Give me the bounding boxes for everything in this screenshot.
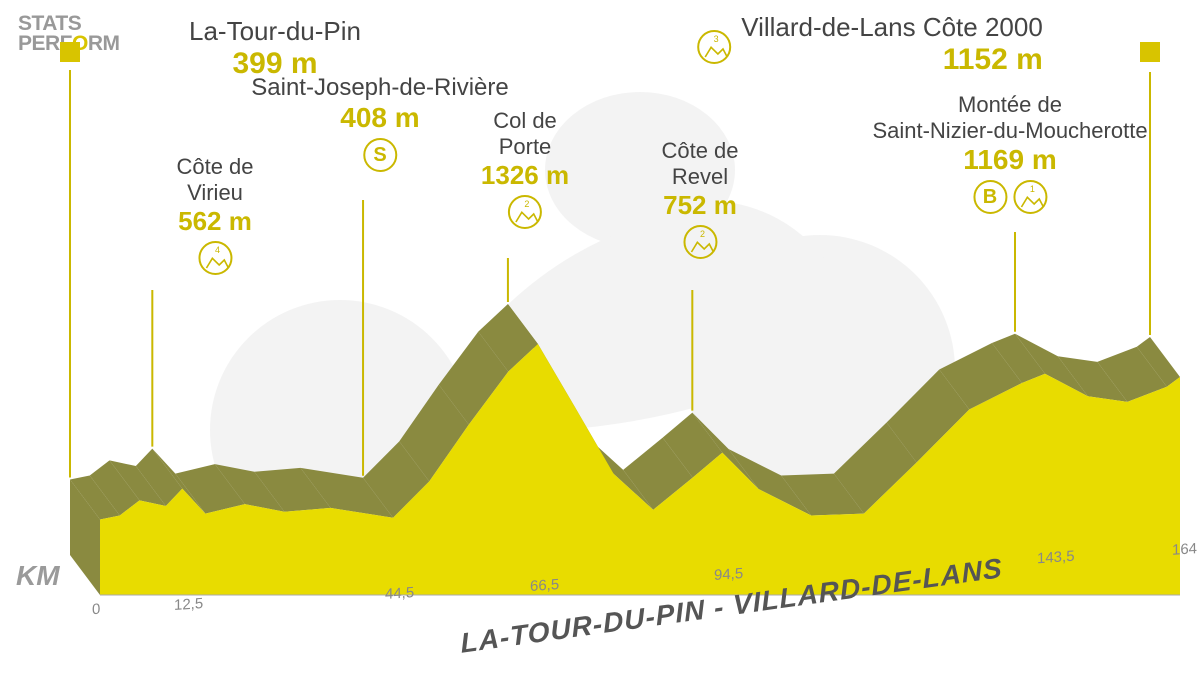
point-elevation: 1152 m xyxy=(741,43,1043,77)
svg-text:2: 2 xyxy=(524,199,529,209)
point-name: Col dePorte xyxy=(481,108,569,160)
point-label: La-Tour-du-Pin 399 m xyxy=(189,16,361,81)
point-name: Saint-Joseph-de-Rivière xyxy=(251,74,508,102)
svg-text:3: 3 xyxy=(714,34,719,44)
point-label: Côte deRevel 752 m 2 xyxy=(661,138,738,259)
badge-cat4: 4 xyxy=(198,241,232,275)
badge-cat2: 2 xyxy=(508,195,542,229)
point-label: Montée deSaint-Nizier-du-Moucherotte 116… xyxy=(872,92,1147,214)
point-elevation: 562 m xyxy=(176,206,253,237)
x-tick: 94,5 xyxy=(714,565,743,584)
svg-text:2: 2 xyxy=(699,229,704,239)
badge-S: S xyxy=(363,138,397,172)
point-label: Saint-Joseph-de-Rivière 408 m S xyxy=(251,74,508,172)
point-elevation: 752 m xyxy=(661,190,738,221)
km-axis-label: KM xyxy=(16,560,60,592)
badge-cat3: 3 xyxy=(697,30,731,64)
point-elevation: 408 m xyxy=(251,102,508,134)
badge-cat1: 1 xyxy=(1013,180,1047,214)
x-tick: 143,5 xyxy=(1037,547,1075,567)
x-tick: 44,5 xyxy=(385,584,414,603)
point-label: 3 Villard-de-Lans Côte 20001152 m xyxy=(697,12,1043,77)
point-label: Côte deVirieu 562 m 4 xyxy=(176,154,253,275)
badge-cat2: 2 xyxy=(683,225,717,259)
point-elevation: 1326 m xyxy=(481,160,569,191)
point-name: Montée deSaint-Nizier-du-Moucherotte xyxy=(872,92,1147,144)
point-name: La-Tour-du-Pin xyxy=(189,16,361,47)
badge-B: B xyxy=(973,180,1007,214)
point-label: Col dePorte 1326 m 2 xyxy=(481,108,569,229)
finish-marker xyxy=(1140,42,1160,62)
point-name: Côte deVirieu xyxy=(176,154,253,206)
point-elevation: 1169 m xyxy=(872,144,1147,176)
svg-text:1: 1 xyxy=(1029,184,1034,194)
x-tick: 0 xyxy=(92,601,100,619)
start-marker xyxy=(60,42,80,62)
point-name: Côte deRevel xyxy=(661,138,738,190)
svg-text:4: 4 xyxy=(214,245,219,255)
point-name: Villard-de-Lans Côte 2000 xyxy=(741,12,1043,43)
x-tick: 12,5 xyxy=(174,595,203,614)
x-tick: 66,5 xyxy=(530,576,559,595)
x-tick: 164 xyxy=(1172,540,1197,559)
